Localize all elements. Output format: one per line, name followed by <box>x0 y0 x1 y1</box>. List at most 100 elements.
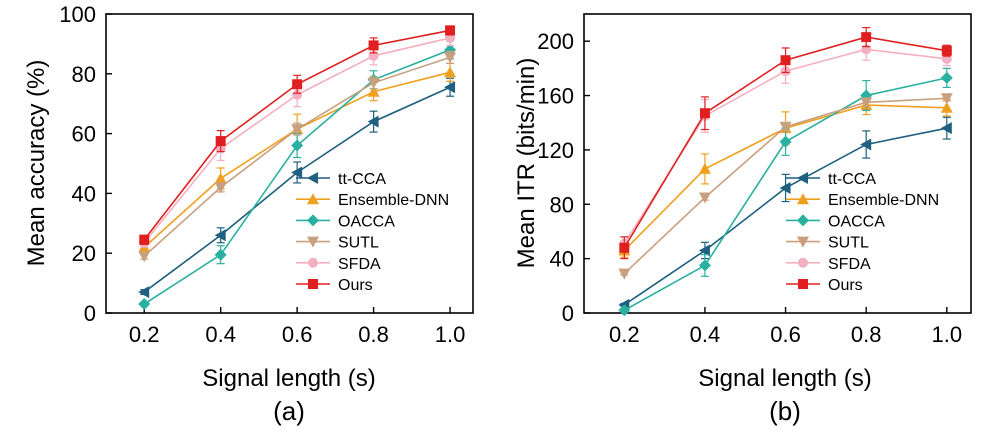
panel-a-data-point <box>214 182 227 194</box>
panel-a-xlabel: Signal length (s) <box>202 365 375 392</box>
panel-a-legend-marker <box>307 236 319 248</box>
panel-a-legend-marker <box>308 257 318 268</box>
panel-a-data-point <box>214 229 226 242</box>
panel-a-y-tick-label: 0 <box>84 301 96 326</box>
panel-b-legend-marker <box>797 214 809 227</box>
panel-b-data-point <box>860 138 872 151</box>
panel-b-data-point <box>779 121 792 133</box>
panel-b-series-2 <box>618 67 953 317</box>
panel-b-data-point <box>698 259 711 272</box>
panel-b-data-point <box>699 108 710 119</box>
panel-a-series-0 <box>138 77 456 299</box>
panel-a-plot-frame <box>105 13 474 314</box>
panel-b-legend-label: SUTL <box>828 235 869 252</box>
panel-b-y-tick-label: 0 <box>562 301 574 326</box>
panel-a-data-point <box>291 124 304 136</box>
panel-a-data-point <box>138 298 151 311</box>
panel-a-data-point <box>444 81 456 94</box>
panel-a-legend-label: tt-CCA <box>338 171 386 188</box>
panel-a-legend: tt-CCA Ensemble-DNN OACCA SUTL SFDA Ours <box>296 171 449 294</box>
panel-b-data-point <box>698 162 711 174</box>
panel-b-y-tick-label: 200 <box>537 29 574 54</box>
panel-a-legend-label: SUTL <box>338 235 379 252</box>
panel-a-series-3 <box>138 50 457 263</box>
panel-a-label: (a) <box>273 396 305 426</box>
panel-b-x-tick-label: 0.6 <box>770 322 801 347</box>
panel-a-y-tick-label: 80 <box>72 62 96 87</box>
panel-a-data-point <box>214 172 227 184</box>
panel-b-data-point <box>780 55 791 66</box>
panel-b-x-tick-label: 0.4 <box>690 322 721 347</box>
panel-b-x-tick-label: 0.8 <box>851 322 882 347</box>
panel-b-data-point <box>698 244 710 257</box>
panel-a-data-point <box>292 89 303 100</box>
panel-b-data-point <box>941 45 952 56</box>
panel-b-plot-frame <box>583 13 972 314</box>
panel-b-legend-marker <box>797 172 808 184</box>
panel-a-x-tick-label: 0.8 <box>358 322 389 347</box>
panel-b-legend-label: Ours <box>828 277 863 294</box>
panel-a-data-point <box>139 234 150 245</box>
panel-b-data-point <box>940 71 953 84</box>
panel-a-x-tick-label: 0.2 <box>129 322 160 347</box>
panel-b-data-point <box>940 101 953 113</box>
panel-a-legend-marker <box>307 172 318 184</box>
panel-a-legend-marker <box>307 214 319 227</box>
panel-b-y-tick-label: 160 <box>537 84 574 109</box>
panel-a-legend-label: OACCA <box>338 213 395 230</box>
panel-a-accuracy-chart: Mean accuracy (%) Signal length (s) (a) … <box>23 2 474 426</box>
panel-b-data-point <box>779 135 792 148</box>
panel-a-legend-marker <box>308 279 318 289</box>
panel-a-data-point <box>292 79 303 90</box>
panel-a-y-tick-label: 20 <box>72 241 96 266</box>
panel-a-data-point <box>367 77 380 89</box>
panel-a-legend-label: Ensemble-DNN <box>338 192 449 209</box>
panel-b-data-point <box>861 32 872 43</box>
panel-a-x-tick-label: 1.0 <box>435 322 466 347</box>
panel-b-y-tick-label: 80 <box>550 192 574 217</box>
panel-a-ylabel: Mean accuracy (%) <box>23 60 50 267</box>
panel-b-legend-label: Ensemble-DNN <box>828 192 939 209</box>
panel-a-data-point <box>215 136 226 147</box>
panel-a-data-point <box>367 85 380 97</box>
panel-b-series-5 <box>619 26 952 260</box>
panel-a-legend-label: Ours <box>338 277 373 294</box>
panel-b-data-point <box>860 97 873 109</box>
panel-b-legend: tt-CCA Ensemble-DNN OACCA SUTL SFDA Ours <box>786 171 939 294</box>
panel-a-y-tick-label: 40 <box>72 181 96 206</box>
panel-a-data-point <box>444 66 457 78</box>
panel-b-legend-marker <box>797 193 809 205</box>
panel-b-data-point <box>618 304 631 317</box>
panel-a-data-point <box>367 115 379 128</box>
panel-a-data-point <box>445 25 456 36</box>
panel-a-data-point <box>291 139 304 152</box>
panel-a-x-tick-label: 0.4 <box>205 322 236 347</box>
panel-a-data-point <box>444 52 457 64</box>
panel-b-ylabel: Mean ITR (bits/min) <box>513 58 540 269</box>
panel-a-series-5 <box>139 25 456 245</box>
panel-b-legend-marker <box>797 236 809 248</box>
panel-b-xlabel: Signal length (s) <box>698 365 871 392</box>
panel-b-data-point <box>940 122 952 135</box>
panel-a-legend-marker <box>307 193 319 205</box>
panel-b-y-tick-label: 40 <box>550 247 574 272</box>
panel-a-y-tick-label: 60 <box>72 122 96 147</box>
panel-b-y-tick-label: 120 <box>537 138 574 163</box>
panel-b-data-point <box>779 181 791 194</box>
panel-b-legend-label: SFDA <box>828 256 871 273</box>
panel-b-series-3 <box>618 93 953 280</box>
panel-b-itr-chart: Mean ITR (bits/min) Signal length (s) (b… <box>513 13 972 426</box>
panel-b-data-point <box>619 242 630 253</box>
panel-b-data-point <box>618 268 631 280</box>
panel-a-data-point <box>138 286 150 299</box>
panel-b-legend-label: OACCA <box>828 213 885 230</box>
panel-a-data-point <box>214 248 227 261</box>
panel-a-x-tick-label: 0.6 <box>282 322 313 347</box>
panel-a-legend-label: SFDA <box>338 256 381 273</box>
panel-b-data-point <box>940 93 953 105</box>
panel-b-legend-marker <box>798 257 808 268</box>
panel-a-data-point <box>368 40 379 51</box>
panel-b-legend-label: tt-CCA <box>828 171 876 188</box>
panel-a-data-point <box>138 251 151 263</box>
